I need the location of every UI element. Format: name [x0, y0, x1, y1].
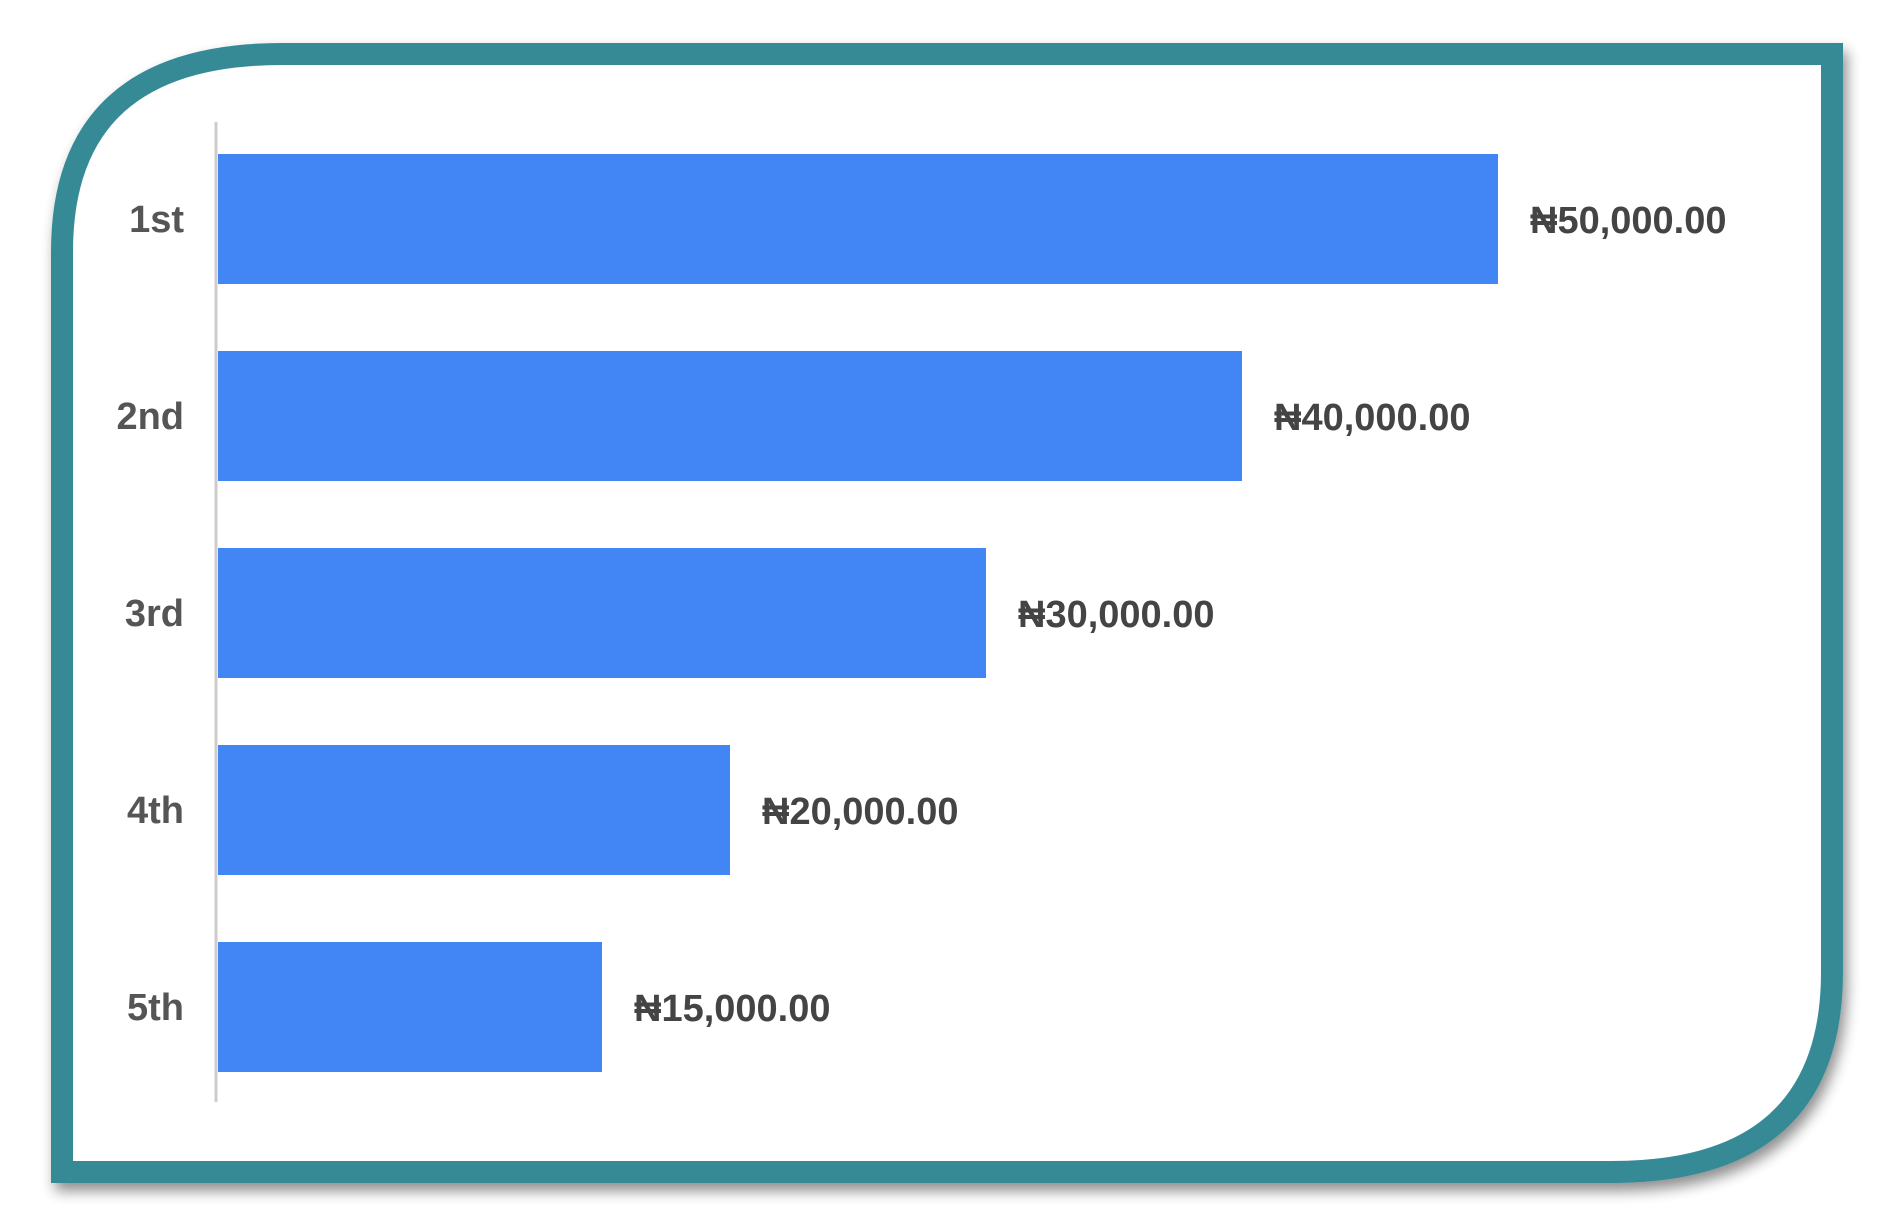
bar-4th: [218, 745, 730, 875]
category-label: 3rd: [125, 593, 184, 635]
category-label: 2nd: [116, 396, 184, 438]
value-label: ₦50,000.00: [1530, 200, 1727, 242]
value-label: ₦40,000.00: [1274, 397, 1471, 439]
labels-group: 1st ₦50,000.00 2nd ₦40,000.00 3rd ₦30,000.00 4…: [116, 199, 1726, 1030]
category-label: 5th: [127, 987, 184, 1029]
bar-3rd: [218, 548, 986, 678]
value-label: ₦15,000.00: [634, 988, 831, 1030]
bar-1st: [218, 154, 1498, 284]
category-label: 1st: [129, 199, 184, 241]
bar-5th: [218, 942, 602, 1072]
value-label: ₦30,000.00: [1018, 594, 1215, 636]
value-label: ₦20,000.00: [762, 791, 959, 833]
category-label: 4th: [127, 790, 184, 832]
bars-group: [218, 154, 1498, 1072]
bar-2nd: [218, 351, 1242, 481]
